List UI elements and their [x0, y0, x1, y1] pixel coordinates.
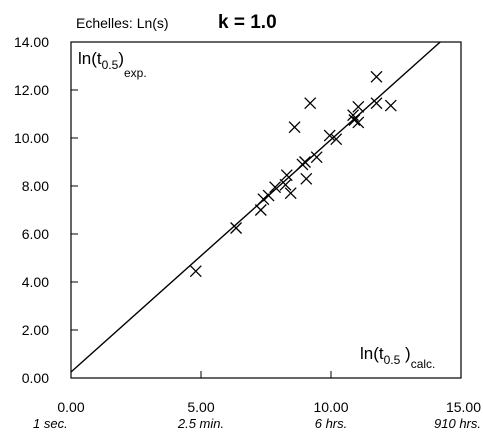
data-point — [347, 109, 360, 122]
x-axis-title: ln(t0.5 )calc. — [360, 344, 435, 371]
y-axis-title: ln(t0.5)exp. — [78, 49, 147, 80]
data-point — [384, 99, 397, 112]
data-point — [323, 129, 336, 142]
x-time-label: 6 hrs. — [315, 416, 348, 431]
data-point — [262, 189, 275, 202]
x-tick-label: 5.00 — [187, 399, 214, 415]
y-axis: 0.00 2.00 4.00 6.00 8.00 10.00 12.00 14.00 — [14, 34, 78, 386]
data-points — [189, 70, 397, 278]
data-point — [330, 133, 343, 146]
data-point — [257, 193, 270, 206]
data-point — [352, 116, 365, 129]
x-tick-label: 0.00 — [57, 399, 84, 415]
data-point — [300, 172, 313, 185]
y-tick-label: 4.00 — [22, 274, 49, 290]
data-point — [254, 204, 267, 216]
data-point — [230, 222, 243, 234]
x-tick-label: 10.00 — [313, 399, 348, 415]
y-tick-label: 12.00 — [14, 82, 49, 98]
y-tick-label: 0.00 — [22, 370, 49, 386]
parameter-label: k = 1.0 — [218, 12, 277, 33]
data-point — [288, 121, 301, 134]
y-tick-label: 14.00 — [14, 34, 49, 50]
plot-frame — [70, 41, 462, 379]
fit-line — [70, 41, 441, 373]
y-tick-label: 2.00 — [22, 322, 49, 338]
data-point — [189, 265, 202, 278]
data-point — [284, 187, 297, 200]
x-time-label: 910 hrs. — [434, 416, 481, 431]
data-point — [370, 97, 383, 110]
data-point — [279, 178, 292, 191]
x-time-label: 1 sec. — [33, 416, 68, 431]
data-point — [269, 181, 282, 194]
data-point — [280, 169, 293, 182]
y-tick-label: 8.00 — [22, 178, 49, 194]
x-time-label: 2.5 min. — [177, 416, 224, 431]
x-tick-label: 15.00 — [446, 399, 481, 415]
x-axis: 0.001 sec. 5.002.5 min. 10.006 hrs. 15.0091… — [33, 371, 481, 431]
data-point — [310, 151, 323, 164]
scale-note: Echelles: Ln(s) — [76, 15, 169, 31]
data-point — [348, 114, 361, 126]
data-point — [304, 97, 317, 110]
y-tick-label: 10.00 — [14, 130, 49, 146]
y-tick-label: 6.00 — [22, 226, 49, 242]
data-point — [370, 70, 383, 83]
data-point — [352, 100, 365, 113]
data-point — [299, 156, 311, 168]
